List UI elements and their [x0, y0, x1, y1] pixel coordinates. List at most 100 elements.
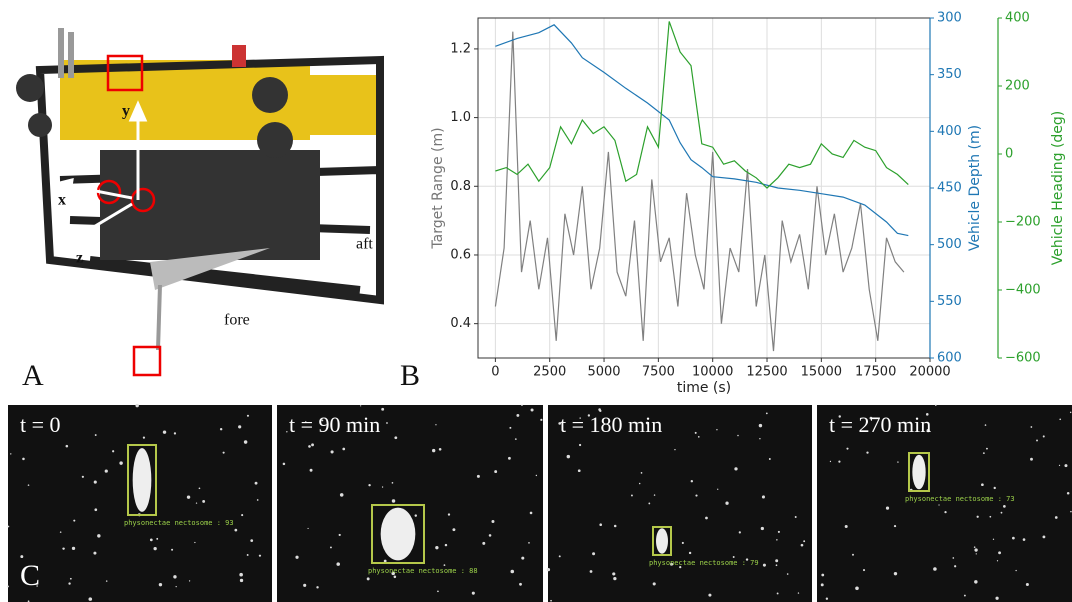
- rov-photo: y x z aft fore: [16, 28, 384, 377]
- particle: [88, 597, 93, 601]
- particle: [558, 555, 561, 558]
- particle: [578, 443, 582, 447]
- particle: [73, 519, 76, 522]
- x-tick-label: 20000: [909, 365, 950, 380]
- axis-label: y: [122, 103, 130, 120]
- particle: [94, 434, 97, 437]
- x-tick-label: 2500: [533, 365, 566, 380]
- particle: [694, 431, 697, 434]
- particle: [383, 559, 387, 563]
- highlight-box: [106, 54, 144, 92]
- particle: [982, 452, 985, 455]
- particle: [488, 534, 492, 537]
- particle: [308, 445, 311, 448]
- particle: [329, 546, 332, 549]
- thruster: [252, 77, 288, 113]
- particle: [239, 578, 244, 583]
- particle: [112, 450, 115, 453]
- particle: [995, 596, 999, 600]
- particle: [738, 531, 741, 534]
- y-tick-label: −200: [1005, 215, 1041, 230]
- particle: [933, 567, 937, 571]
- particle: [1042, 535, 1046, 539]
- particle: [598, 408, 601, 411]
- particle: [93, 551, 97, 555]
- particle: [366, 577, 370, 581]
- particle: [825, 597, 829, 600]
- particle: [1064, 464, 1068, 468]
- mast: [68, 32, 74, 78]
- particle: [855, 586, 859, 591]
- particle: [716, 429, 718, 431]
- particle: [535, 474, 538, 477]
- particle: [435, 545, 439, 550]
- particle: [674, 449, 676, 451]
- x-tick-label: 15000: [801, 365, 842, 380]
- particle: [391, 499, 396, 503]
- y-tick-label: 600: [937, 351, 962, 366]
- panel-label: A: [22, 359, 44, 392]
- particle: [338, 533, 341, 537]
- particle: [142, 436, 146, 439]
- particle: [708, 593, 712, 597]
- axis-label: x: [58, 192, 66, 209]
- particle: [579, 417, 581, 419]
- particle: [761, 495, 765, 499]
- particle: [1066, 491, 1070, 495]
- particle: [65, 444, 69, 448]
- particle: [254, 481, 258, 485]
- particle: [119, 461, 123, 465]
- detection-box: [371, 504, 425, 564]
- y-tick-label: 0.8: [450, 179, 471, 194]
- particle: [613, 524, 617, 528]
- particle: [797, 592, 800, 594]
- particle: [760, 526, 764, 531]
- particle: [250, 539, 254, 543]
- particle: [974, 580, 978, 584]
- particle: [69, 577, 72, 580]
- particle: [507, 456, 511, 460]
- data-line: [495, 24, 909, 237]
- y-tick-label: 550: [937, 294, 962, 309]
- particle: [679, 566, 682, 569]
- arm: [156, 284, 162, 351]
- particle: [986, 447, 988, 450]
- particle: [652, 582, 656, 586]
- particle: [97, 534, 101, 538]
- thruster: [28, 113, 52, 137]
- particle: [194, 541, 196, 544]
- particle: [414, 514, 417, 517]
- annotation: aft: [356, 236, 373, 253]
- plot-frame: [477, 17, 931, 359]
- y-tick-label: −600: [1005, 351, 1041, 366]
- particle: [219, 427, 223, 431]
- particle: [838, 415, 841, 418]
- detection-label: physonectae nectosome : 93: [124, 519, 234, 527]
- beacon: [232, 45, 246, 67]
- particle: [630, 494, 633, 497]
- particle: [282, 462, 286, 466]
- particle: [1070, 510, 1072, 513]
- particle: [1015, 569, 1017, 572]
- particle: [992, 538, 995, 540]
- axis-label: z: [76, 250, 83, 267]
- particle: [926, 428, 930, 433]
- particle: [1022, 538, 1026, 541]
- particle: [342, 447, 346, 451]
- particle: [243, 440, 248, 444]
- y-tick-label: 0: [1005, 147, 1013, 162]
- particle: [998, 551, 1001, 555]
- particle: [1058, 464, 1061, 467]
- particle: [952, 557, 955, 559]
- particle: [311, 443, 314, 447]
- particle: [443, 564, 446, 567]
- particle: [529, 511, 533, 515]
- particle: [976, 515, 979, 518]
- particle: [1069, 411, 1072, 414]
- particle: [153, 547, 157, 551]
- particle: [984, 424, 987, 426]
- particle: [307, 527, 309, 530]
- particle: [391, 482, 394, 484]
- particle: [681, 541, 684, 545]
- particle: [745, 558, 749, 561]
